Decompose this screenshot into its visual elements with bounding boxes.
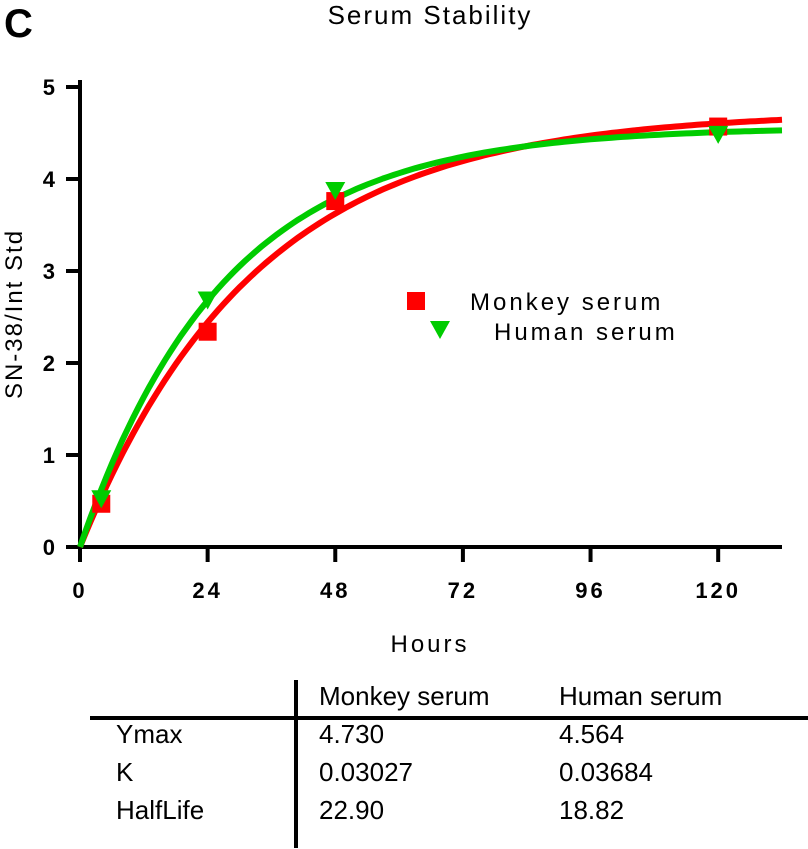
x-tick-label: 24 [192,578,222,603]
x-tick-label: 72 [448,578,478,603]
fit-curves [77,116,783,549]
table-cell: 4.730 [319,719,385,749]
y-ticks: 0 1 2 3 4 5 [43,75,80,560]
table-cell: 0.03684 [559,757,653,787]
table-divider-vertical [294,680,298,848]
table-row: K 0.03027 0.03684 [90,753,808,791]
parameter-table: Monkey serum Human serum Ymax 4.730 4.56… [90,677,808,829]
data-point [325,182,346,201]
table-cell: 0.03027 [319,757,413,787]
data-point [326,192,345,211]
y-tick-label: 0 [43,535,55,560]
x-tick-label: 48 [320,578,350,603]
legend: Monkey serum Human serum [407,289,678,346]
x-ticks: 0 24 48 72 96 120 [72,547,741,603]
y-tick-label: 5 [43,75,55,100]
table-cell: HalfLife [116,795,205,825]
table-row: Ymax 4.730 4.564 [90,715,808,753]
x-axis-label: Hours [390,631,469,658]
table-cell: Ymax [116,719,183,749]
table-header-cell: Monkey serum [319,681,490,711]
table-cell: 18.82 [559,795,625,825]
legend-label: Human serum [494,319,678,346]
table-header-cell [90,677,295,715]
y-tick-label: 2 [43,351,55,376]
panel-letter: C [4,2,33,46]
data-point [198,322,217,341]
legend-marker [430,321,450,339]
fit-curve [77,127,783,548]
table-cell: 22.90 [319,795,385,825]
legend-marker [407,292,425,310]
x-tick-label: 96 [575,578,605,603]
y-tick-label: 4 [43,167,56,192]
table-header-row: Monkey serum Human serum [90,677,808,715]
legend-label: Monkey serum [470,289,663,316]
table-cell: 4.564 [559,719,625,749]
data-point [708,125,729,144]
data-point [197,291,218,310]
y-tick-label: 3 [43,259,55,284]
chart: Serum Stability 0 1 2 3 4 5 0 24 48 72 96 120 Hour… [1,0,783,658]
data-point [91,490,112,509]
y-tick-label: 1 [43,443,55,468]
data-points [91,117,729,513]
chart-title: Serum Stability [328,0,533,30]
fit-curve [77,116,783,549]
table-cell: K [116,757,134,787]
table-row: HalfLife 22.90 18.82 [90,791,808,829]
x-tick-label: 120 [695,578,741,603]
table-divider-horizontal [90,716,808,720]
table-header-cell: Human serum [559,681,723,711]
x-tick-label: 0 [72,578,87,603]
y-axis-label: SN-38/Int Std [1,229,28,399]
